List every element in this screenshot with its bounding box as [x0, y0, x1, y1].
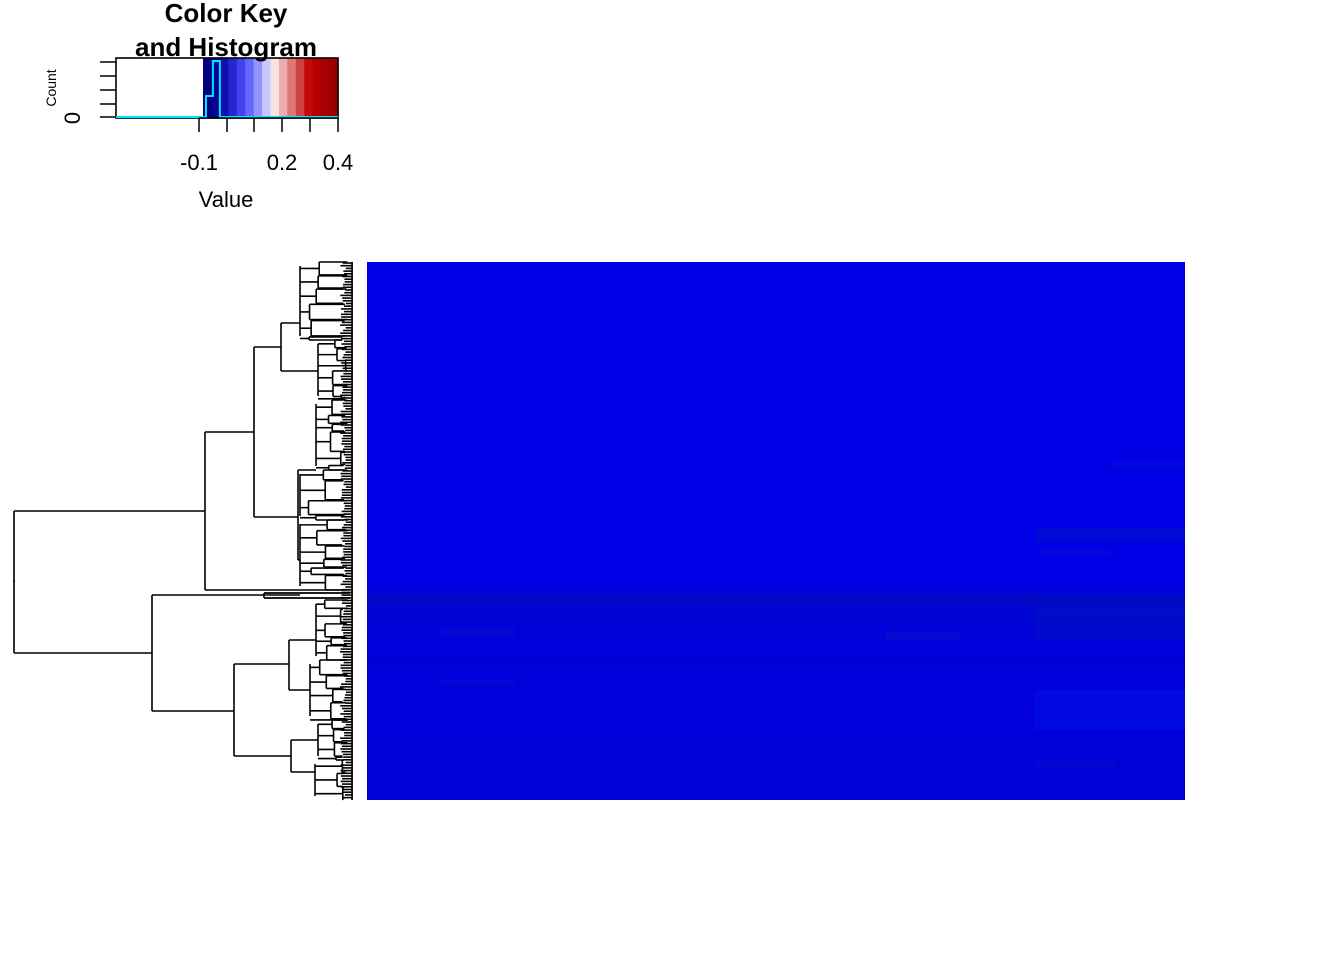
color-key-swatch	[321, 58, 331, 118]
color-key-swatch	[270, 58, 280, 118]
color-key-swatch	[287, 58, 297, 118]
color-key-swatch	[236, 58, 246, 118]
heatmap-row-band	[440, 628, 515, 636]
value-axis-label: Value	[199, 187, 254, 212]
color-key-swatch	[278, 58, 288, 118]
color-key-swatch	[203, 58, 213, 118]
heatmap-row-band	[1110, 462, 1185, 468]
value-tick-label: 0.4	[323, 150, 354, 175]
count-axis: Count 0	[43, 61, 116, 124]
heatmap-row-band	[1035, 600, 1185, 640]
color-key-swatch	[312, 58, 322, 118]
row-dendrogram	[13, 261, 353, 801]
color-key-swatch	[219, 58, 229, 118]
heatmap-row-band	[440, 680, 515, 686]
color-key-title-line2: and Histogram	[135, 32, 317, 62]
heatmap-row-band	[1035, 760, 1115, 768]
color-key-swatch	[295, 58, 305, 118]
color-key-swatch	[253, 58, 263, 118]
color-key-swatch	[211, 58, 221, 118]
color-key-swatch	[304, 58, 314, 118]
color-key: Color Key and Histogram Count 0 -0.1 0.2	[43, 0, 353, 212]
heatmap-row-band	[1035, 528, 1185, 542]
heatmap-row-band	[367, 596, 1185, 604]
value-tick-label: -0.1	[180, 150, 218, 175]
color-key-title-line1: Color Key	[165, 0, 288, 28]
count-axis-tick-zero: 0	[60, 112, 85, 124]
color-key-swatch	[245, 58, 255, 118]
heatmap-row-band	[1040, 550, 1110, 555]
color-key-swatch	[228, 58, 238, 118]
value-tick-label: 0.2	[267, 150, 298, 175]
color-key-gradient	[203, 58, 339, 118]
heatmap-row-band	[885, 632, 960, 640]
heatmap-row-band	[1035, 690, 1185, 730]
heatmap	[367, 262, 1185, 800]
color-key-swatch	[262, 58, 272, 118]
heatmap-row-variations	[367, 462, 1185, 768]
color-key-swatch	[329, 58, 339, 118]
value-axis: -0.1 0.2 0.4 Value	[180, 117, 354, 212]
count-axis-label: Count	[43, 69, 59, 106]
color-key-histogram	[116, 60, 338, 118]
heatmap-row-band	[367, 652, 1185, 666]
